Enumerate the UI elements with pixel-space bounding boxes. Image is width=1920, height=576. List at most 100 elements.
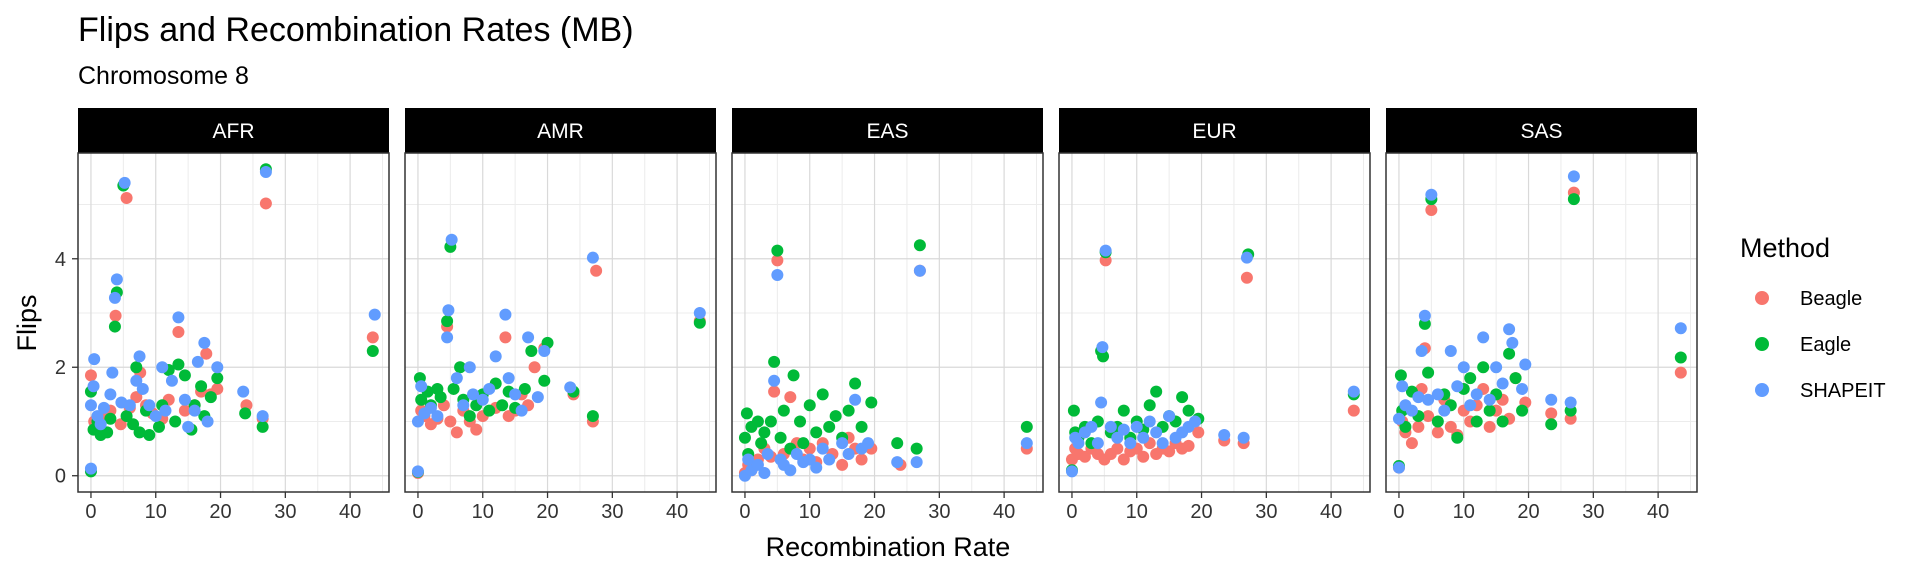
data-point [761, 448, 774, 461]
data-point [178, 393, 191, 406]
data-point [172, 325, 185, 338]
data-point [564, 381, 577, 394]
data-point [110, 273, 123, 286]
data-point [434, 391, 447, 404]
data-point [172, 358, 185, 371]
data-point [771, 269, 784, 282]
data-point [130, 361, 143, 374]
data-point [152, 420, 165, 433]
data-point [1392, 412, 1405, 425]
x-tick-label: 20 [1190, 501, 1212, 523]
data-point [1189, 415, 1202, 428]
data-point [755, 437, 768, 450]
x-tick-label: 20 [1517, 501, 1539, 523]
x-tick-label: 40 [666, 501, 688, 523]
data-point [204, 391, 217, 404]
data-point [784, 464, 797, 477]
data-point [87, 380, 100, 393]
data-point [1405, 404, 1418, 417]
series-shapeit [1065, 244, 1360, 478]
data-point [842, 404, 855, 417]
data-point [368, 308, 381, 321]
data-point [891, 437, 904, 450]
data-point [1192, 426, 1205, 439]
data-point [366, 344, 379, 357]
x-axis-title: Recombination Rate [766, 532, 1011, 562]
legend-entry-beagle: Beagle [1755, 288, 1862, 310]
data-point [797, 437, 810, 450]
data-point [1095, 396, 1108, 409]
data-point [127, 418, 140, 431]
data-point [1431, 426, 1444, 439]
x-tick-label: 0 [1066, 501, 1077, 523]
x-tick-label: 20 [536, 501, 558, 523]
legend-swatch [1755, 337, 1769, 351]
data-point [1483, 420, 1496, 433]
data-point [1477, 331, 1490, 344]
data-point [1567, 170, 1580, 183]
data-point [810, 426, 823, 439]
x-tick-label: 40 [1647, 501, 1669, 523]
data-point [1418, 309, 1431, 322]
legend-label: SHAPEIT [1800, 380, 1886, 402]
data-point [1422, 410, 1435, 423]
x-tick-label: 0 [739, 501, 750, 523]
data-point [109, 309, 122, 322]
data-point [476, 393, 489, 406]
data-point [1097, 350, 1110, 363]
panel-background [1059, 153, 1370, 492]
facet-strip [1386, 108, 1697, 153]
data-point [1163, 445, 1176, 458]
data-point [1143, 399, 1156, 412]
data-point [1078, 450, 1091, 463]
facet-strip-label: EAS [866, 120, 908, 143]
data-point [211, 382, 224, 395]
x-tick-label: 40 [339, 501, 361, 523]
data-point [1124, 437, 1137, 450]
data-point [1096, 341, 1109, 354]
x-tick-label: 30 [601, 501, 623, 523]
data-point [130, 391, 143, 404]
data-point [1412, 420, 1425, 433]
data-point [738, 431, 751, 444]
x-tick-label: 40 [1320, 501, 1342, 523]
legend-title: Method [1740, 233, 1830, 263]
data-point [784, 391, 797, 404]
legend: Method Beagle Eagle SHAPEIT [1740, 233, 1886, 402]
data-point [200, 347, 213, 360]
data-point [1674, 322, 1687, 335]
data-point [130, 374, 143, 387]
data-point [1545, 418, 1558, 431]
data-point [133, 350, 146, 363]
data-point [525, 344, 538, 357]
data-point [441, 331, 454, 344]
data-point [159, 404, 172, 417]
data-point [104, 412, 117, 425]
data-point [256, 420, 269, 433]
facet-panel-eur: EUR 0 10 20 30 40 [1058, 108, 1371, 523]
facet-strip [732, 108, 1043, 153]
data-point [1674, 366, 1687, 379]
x-tick-label: 10 [799, 501, 821, 523]
data-point [1483, 393, 1496, 406]
data-point [259, 197, 272, 210]
data-point [509, 388, 522, 401]
data-point [910, 456, 923, 469]
data-point [1674, 351, 1687, 364]
data-point [239, 407, 252, 420]
data-point [1425, 203, 1438, 216]
data-point [823, 420, 836, 433]
series-shapeit [738, 264, 1033, 482]
data-point [1347, 404, 1360, 417]
data-point [1163, 410, 1176, 423]
data-point [88, 353, 101, 366]
data-point [1137, 431, 1150, 444]
facet-strip-label: AFR [213, 120, 255, 143]
data-point [693, 307, 706, 320]
data-point [1496, 415, 1509, 428]
data-point [470, 423, 483, 436]
panel-border [1058, 152, 1371, 493]
data-point [865, 396, 878, 409]
